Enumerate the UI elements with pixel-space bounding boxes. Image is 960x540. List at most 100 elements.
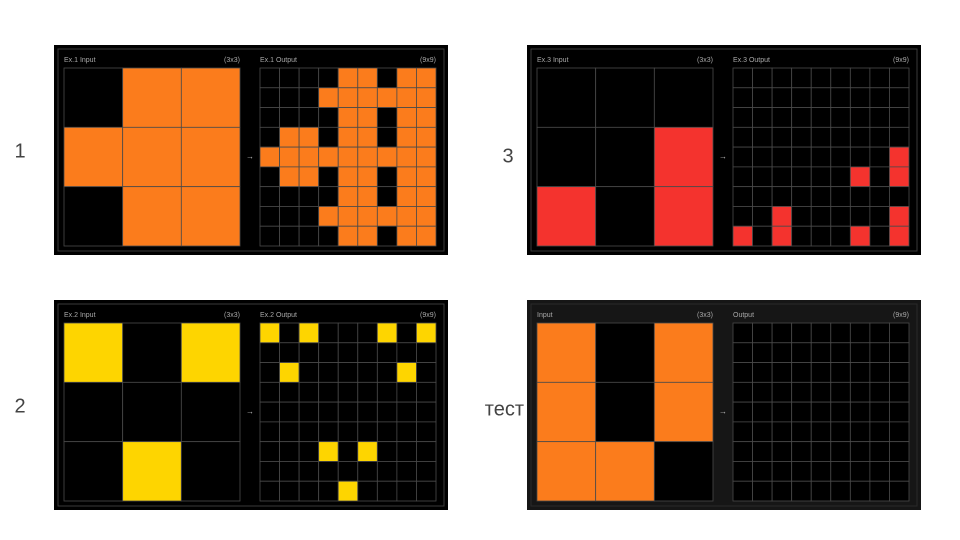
grid-cell: [318, 67, 339, 89]
grid-cell: [279, 401, 300, 423]
grid-cell: [279, 126, 300, 148]
grid-cell: [752, 461, 773, 482]
grid-cell: [732, 362, 753, 383]
example-label: 3: [502, 145, 513, 167]
grid-cell: [752, 421, 773, 443]
grid-cell: [752, 381, 773, 403]
grid-cell: [830, 166, 851, 188]
grid-cell: [318, 166, 339, 188]
grid-cell: [357, 342, 378, 363]
grid-cell: [318, 322, 339, 344]
grid-cell: [318, 362, 339, 383]
grid-cell: [318, 107, 339, 128]
grid-cell: [830, 186, 851, 207]
grid-cell: [791, 107, 812, 128]
grid-cell: [653, 322, 714, 383]
grid-cell: [849, 67, 871, 89]
grid-cell: [318, 480, 339, 502]
grid-cell: [259, 225, 280, 247]
grid-cell: [732, 461, 753, 482]
arrow: →: [719, 152, 727, 161]
input-size: (3x3): [224, 57, 240, 64]
input-title: Ex.3 Input: [537, 57, 569, 64]
grid-cell: [279, 206, 300, 227]
grid-cell: [416, 362, 437, 383]
grid-cell: [396, 362, 417, 383]
grid-cell: [259, 421, 280, 443]
grid-cell: [396, 107, 417, 128]
grid-cell: [771, 342, 793, 363]
input-size: (3x3): [224, 312, 240, 319]
grid-cell: [810, 480, 832, 502]
grid-cell: [791, 441, 812, 462]
grid-cell: [279, 186, 300, 207]
grid-cell: [771, 186, 793, 207]
panel-border: [57, 303, 445, 507]
grid-cell: [849, 362, 871, 383]
grid-cell: [180, 441, 241, 502]
grid-cell: [357, 67, 378, 89]
grid-cell: [536, 186, 597, 247]
grid-cell: [279, 225, 300, 247]
grid-cell: [298, 126, 320, 148]
example-panel: Ex.1 Input (3x3) Ex.1 Output (9x9) →: [54, 45, 448, 255]
grid-cell: [791, 146, 812, 168]
grid-cell: [810, 126, 832, 148]
grid-cell: [396, 67, 417, 89]
grid-cell: [298, 67, 320, 89]
grid-cell: [752, 166, 773, 188]
grid-cell: [849, 421, 871, 443]
grid-cell: [869, 480, 890, 502]
grid-cell: [791, 461, 812, 482]
grid-cell: [298, 107, 320, 128]
grid-cell: [810, 342, 832, 363]
grid-cell: [810, 362, 832, 383]
grid-cell: [869, 186, 890, 207]
grid-cell: [357, 166, 378, 188]
grid-cell: [791, 421, 812, 443]
grid-cell: [180, 381, 241, 443]
grid-cell: [122, 186, 182, 247]
grid-cell: [416, 322, 437, 344]
grid-cell: [318, 381, 339, 403]
grid-cell: [416, 461, 437, 482]
grid-cell: [337, 362, 359, 383]
grid-cell: [259, 342, 280, 363]
grid-cell: [791, 322, 812, 344]
grid-cell: [279, 480, 300, 502]
grid-cell: [376, 166, 398, 188]
grid-cell: [849, 225, 871, 247]
grid-cell: [849, 441, 871, 462]
grid-cell: [810, 322, 832, 344]
output-title: Ex.2 Output: [260, 312, 297, 319]
input-size: (3x3): [697, 57, 713, 64]
grid-cell: [396, 322, 417, 344]
grid-cell: [752, 225, 773, 247]
grid-cell: [376, 362, 398, 383]
grid-cell: [536, 322, 597, 383]
grid-cell: [732, 107, 753, 128]
grid-cell: [732, 381, 753, 403]
panel-border: [530, 303, 918, 507]
input-title: Ex.2 Input: [64, 312, 96, 319]
grid-cell: [830, 342, 851, 363]
grid-cell: [889, 381, 910, 403]
grid-cell: [298, 342, 320, 363]
grid-cell: [810, 225, 832, 247]
grid-cell: [849, 342, 871, 363]
grid-cell: [771, 206, 793, 227]
input-title: Input: [537, 312, 553, 319]
grid-cell: [318, 461, 339, 482]
grid-cell: [653, 186, 714, 247]
grid-cell: [279, 67, 300, 89]
grid-cell: [396, 126, 417, 148]
grid-cell: [889, 206, 910, 227]
grid-cell: [396, 206, 417, 227]
grid-cell: [536, 381, 597, 443]
grid-cell: [357, 126, 378, 148]
grid-cell: [318, 342, 339, 363]
grid-cell: [63, 126, 124, 188]
grid-cell: [830, 381, 851, 403]
grid-cell: [889, 461, 910, 482]
